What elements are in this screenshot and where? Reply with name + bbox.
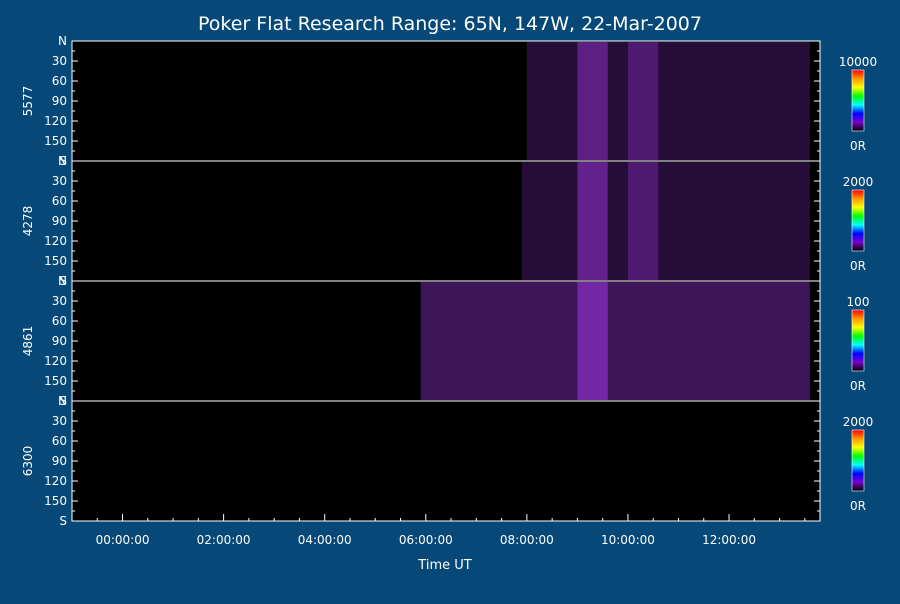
emission-band — [521, 162, 810, 280]
colorbar-6300 — [851, 429, 865, 492]
y-tick-label: N — [58, 274, 67, 288]
chart-title: Poker Flat Research Range: 65N, 147W, 22… — [198, 13, 702, 35]
colorbar-5577 — [851, 69, 865, 132]
colorbar-min-label: 0R — [850, 139, 866, 153]
x-tick-label: 02:00:00 — [197, 533, 251, 547]
y-tick-label: 120 — [44, 354, 67, 368]
y-tick-label: 150 — [44, 374, 67, 388]
emission-band — [627, 42, 659, 160]
panel-background — [72, 401, 820, 521]
panel-label-5577: 5577 — [21, 86, 35, 117]
y-tick-label: 90 — [52, 214, 67, 228]
x-tick-label: 10:00:00 — [601, 533, 655, 547]
y-tick-label: 30 — [52, 414, 67, 428]
x-tick-label: 04:00:00 — [298, 533, 352, 547]
panel-label-4278: 4278 — [21, 206, 35, 237]
colorbar-min-label: 0R — [850, 259, 866, 273]
emission-band — [577, 42, 608, 160]
y-tick-label: 150 — [44, 134, 67, 148]
y-tick-label: 60 — [52, 194, 67, 208]
x-axis-label: Time UT — [417, 558, 471, 573]
emission-band — [577, 162, 608, 280]
x-tick-label: 00:00:00 — [96, 533, 150, 547]
emission-band — [526, 42, 810, 160]
y-tick-label: 90 — [52, 454, 67, 468]
emission-band — [577, 282, 608, 400]
colorbar-min-label: 0R — [850, 499, 866, 513]
y-tick-label: S — [59, 274, 67, 288]
y-tick-label: 120 — [44, 234, 67, 248]
x-tick-label: 12:00:00 — [702, 533, 756, 547]
emission-band — [627, 162, 659, 280]
panel-background — [72, 41, 820, 161]
y-tick-label: S — [59, 154, 67, 168]
y-tick-label: 30 — [52, 294, 67, 308]
y-tick-label: 90 — [52, 334, 67, 348]
y-tick-label: 60 — [52, 434, 67, 448]
y-tick-label: 150 — [44, 254, 67, 268]
y-tick-label: 30 — [52, 174, 67, 188]
y-tick-label: N — [58, 154, 67, 168]
emission-band — [420, 282, 810, 400]
panel-label-6300: 6300 — [21, 446, 35, 477]
x-tick-label: 06:00:00 — [399, 533, 453, 547]
colorbar-4861 — [851, 309, 865, 372]
y-tick-label: 60 — [52, 74, 67, 88]
colorbar-max-label: 100 — [847, 295, 870, 309]
y-tick-label: 120 — [44, 474, 67, 488]
y-tick-label: 60 — [52, 314, 67, 328]
panel-background — [72, 281, 820, 401]
y-tick-label: 30 — [52, 54, 67, 68]
y-tick-label: 90 — [52, 94, 67, 108]
panel-background — [72, 161, 820, 281]
colorbar-max-label: 2000 — [843, 415, 874, 429]
y-tick-label: N — [58, 34, 67, 48]
colorbar-min-label: 0R — [850, 379, 866, 393]
y-tick-label: N — [58, 394, 67, 408]
colorbar-max-label: 10000 — [839, 55, 877, 69]
y-tick-label: S — [59, 514, 67, 528]
panel-label-4861: 4861 — [21, 326, 35, 357]
colorbar-max-label: 2000 — [843, 175, 874, 189]
y-tick-label: 120 — [44, 114, 67, 128]
colorbar-4278 — [851, 189, 865, 252]
y-tick-label: 150 — [44, 494, 67, 508]
y-tick-label: S — [59, 394, 67, 408]
x-tick-label: 08:00:00 — [500, 533, 554, 547]
